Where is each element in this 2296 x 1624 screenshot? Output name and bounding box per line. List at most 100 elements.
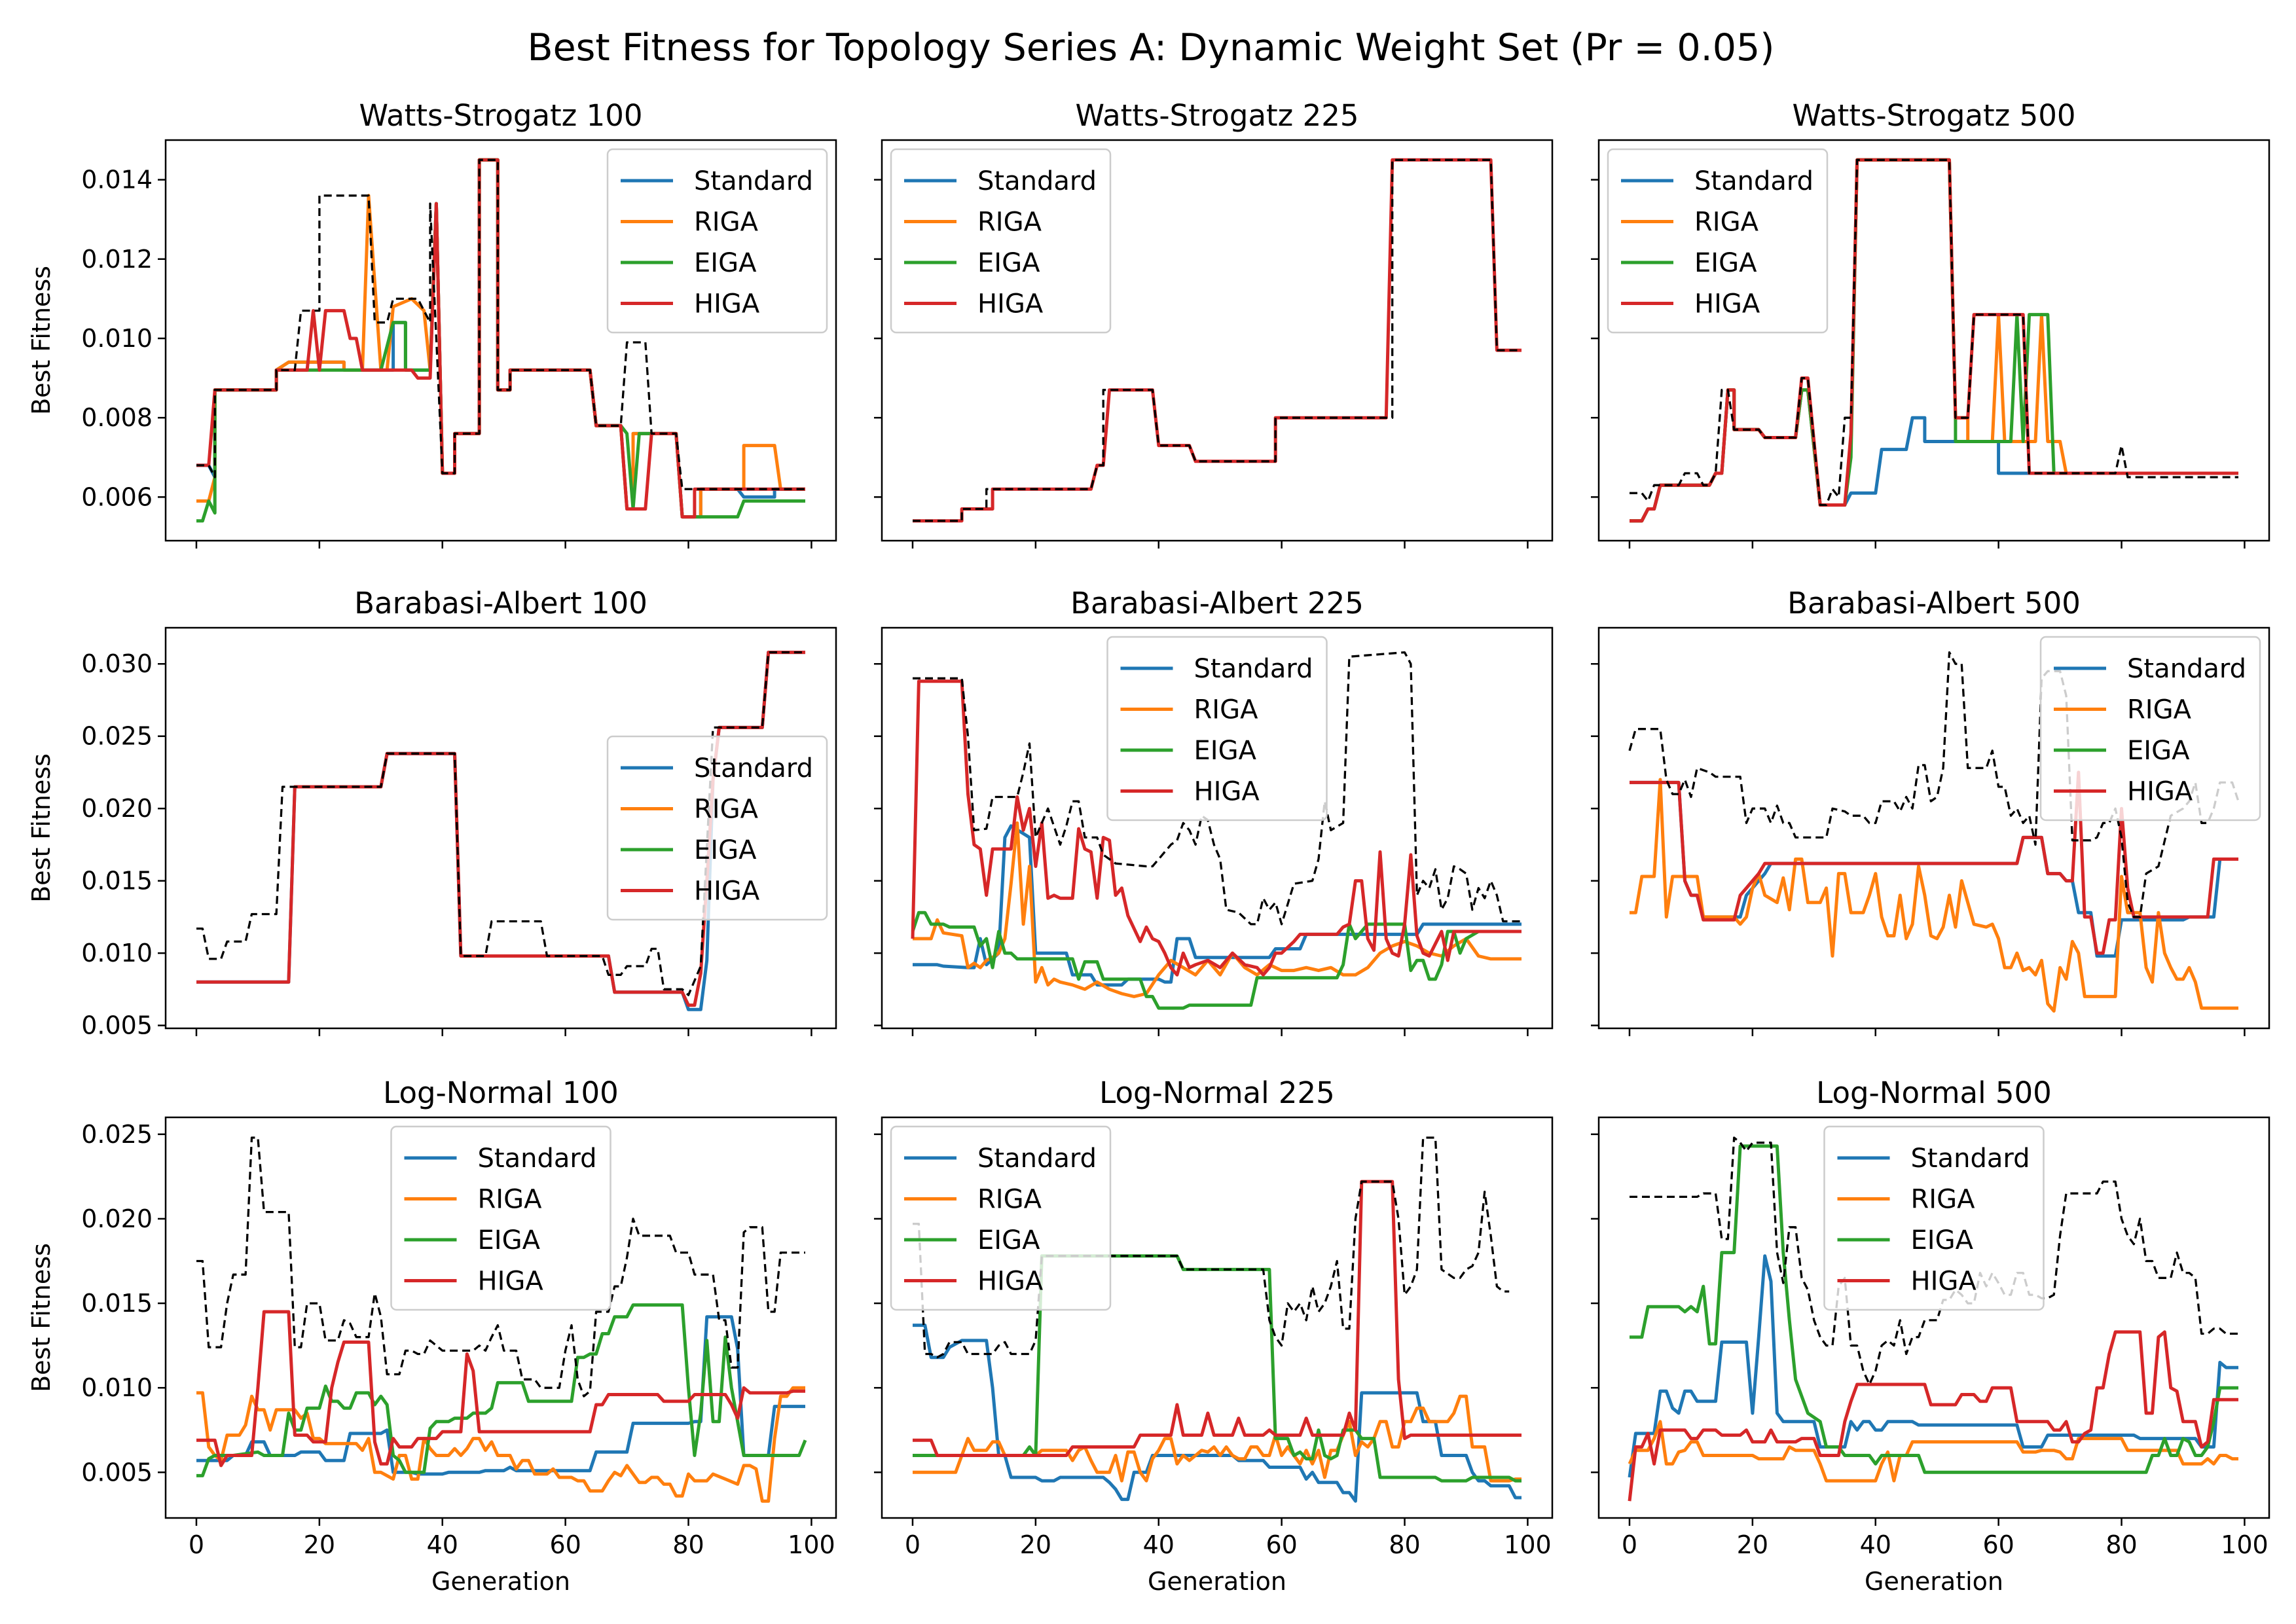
legend: Standard RIGA EIGA HIGA: [606, 148, 828, 334]
x-tick-label: 20: [1020, 1530, 1051, 1559]
legend-entry-riga: RIGA: [1837, 1185, 1976, 1215]
y-axis-label: Best Fitness: [27, 1243, 56, 1392]
subplot-barabasi-albert-100: Barabasi-Albert 100 0.005 0.010 0.015 0.020 0…: [27, 586, 837, 1040]
series-group: [911, 651, 1522, 1010]
legend-label: RIGA: [1694, 208, 1759, 238]
legend-label: Standard: [1194, 654, 1313, 684]
x-tick-label: 20: [304, 1530, 335, 1559]
x-tick-label: 0: [189, 1530, 204, 1559]
legend-entry-riga: RIGA: [621, 795, 759, 825]
x-tick-label: 100: [788, 1530, 835, 1559]
legend-entry-eiga: EIGA: [1621, 248, 1757, 278]
legend-label: RIGA: [1911, 1185, 1976, 1215]
series-line-higa: [1628, 1330, 2238, 1502]
legend-box: [890, 148, 1112, 334]
plot-frame: [164, 626, 837, 1030]
legend-entry-riga: RIGA: [1621, 208, 1759, 238]
subplot-title: Log-Normal 100: [383, 1075, 619, 1110]
legend-label: HIGA: [478, 1267, 544, 1297]
legend: Standard RIGA EIGA HIGA: [1106, 636, 1328, 821]
y-tick-label: 0.030: [81, 649, 153, 678]
legend-label: EIGA: [1911, 1225, 1974, 1255]
series-line-higa: [911, 679, 1522, 977]
y-tick-label: 0.025: [81, 1120, 153, 1149]
subplot-title: Log-Normal 500: [1816, 1075, 2052, 1110]
legend-entry-standard: Standard: [2054, 654, 2246, 684]
series-line-eiga: [196, 1303, 807, 1477]
legend-label: RIGA: [694, 208, 759, 238]
y-tick-label: 0.005: [81, 1011, 153, 1040]
legend: Standard RIGA EIGA HIGA: [390, 1125, 611, 1311]
legend: Standard RIGA EIGA HIGA: [1823, 1125, 2045, 1311]
plot-frame: [164, 139, 837, 542]
series-line-eiga: [911, 911, 1522, 1010]
x-tick-label: 80: [2105, 1530, 2137, 1559]
legend: Standard RIGA EIGA HIGA: [890, 148, 1112, 334]
legend: Standard RIGA EIGA HIGA: [890, 1125, 1112, 1311]
legend-entry-eiga: EIGA: [1120, 736, 1257, 766]
legend-entry-standard: Standard: [904, 166, 1097, 196]
x-tick-label: 40: [427, 1530, 458, 1559]
legend-entry-eiga: EIGA: [621, 248, 757, 278]
series-line-standard: [1630, 388, 2238, 523]
subplot-barabasi-albert-225: Barabasi-Albert 225 Standard RIGA EIGA HIGA: [874, 586, 1554, 1036]
legend-entry-eiga: EIGA: [2054, 736, 2190, 766]
legend-entry-riga: RIGA: [621, 208, 759, 238]
legend-entry-standard: Standard: [621, 753, 813, 784]
legend-label: HIGA: [1194, 777, 1260, 807]
legend-entry-eiga: EIGA: [1837, 1225, 1974, 1255]
subplot-watts-strogatz-100: Watts-Strogatz 100 0.006 0.008 0.010 0.012 0.…: [27, 98, 837, 549]
legend-box: [606, 735, 828, 921]
x-axis-label: Generation: [431, 1567, 570, 1596]
legend-label: Standard: [694, 166, 813, 196]
y-tick-label: 0.010: [81, 324, 153, 353]
y-tick-label: 0.005: [81, 1458, 153, 1487]
x-tick-label: 60: [1266, 1530, 1297, 1559]
legend-entry-riga: RIGA: [904, 1185, 1042, 1215]
plot-frame: [881, 139, 1554, 542]
subplot-title: Barabasi-Albert 500: [1787, 586, 2081, 621]
x-tick-label: 80: [672, 1530, 704, 1559]
y-tick-label: 0.020: [81, 1204, 153, 1233]
x-tick-label: 0: [1622, 1530, 1637, 1559]
reference-line: [196, 158, 805, 490]
y-axis-label: Best Fitness: [27, 753, 56, 903]
legend-entry-standard: Standard: [1837, 1144, 2030, 1174]
y-tick-label: 0.025: [81, 722, 153, 751]
plot-frame: [1597, 139, 2270, 542]
legend-label: HIGA: [694, 876, 760, 907]
x-tick-label: 40: [1860, 1530, 1891, 1559]
series-group: [196, 158, 805, 523]
subplot-grid: Watts-Strogatz 100 0.006 0.008 0.010 0.012 0.…: [27, 98, 2270, 1596]
legend-entry-riga: RIGA: [2054, 695, 2192, 725]
legend-entry-higa: HIGA: [1120, 777, 1260, 807]
legend-entry-standard: Standard: [1120, 654, 1313, 684]
subplot-log-normal-100: Log-Normal 100 0 20 40 60 80 100 0.005 0.010 0.01…: [27, 1075, 837, 1596]
x-tick-label: 100: [2221, 1530, 2269, 1559]
y-axis-label: Best Fitness: [27, 266, 56, 415]
legend-box: [606, 148, 828, 334]
subplot-log-normal-500: Log-Normal 500 0 20 40 60 80 100 Generation Stan…: [1591, 1075, 2270, 1596]
series-line-riga: [196, 1386, 805, 1503]
plot-frame: [164, 1116, 837, 1519]
legend-entry-higa: HIGA: [1837, 1267, 1977, 1297]
series-group: [1628, 1136, 2238, 1502]
reference-line: [1628, 651, 2240, 918]
legend-box: [390, 1125, 611, 1311]
x-tick-label: 60: [1982, 1530, 2014, 1559]
legend-entry-eiga: EIGA: [621, 835, 757, 865]
x-axis-label: Generation: [1148, 1567, 1286, 1596]
y-tick-label: 0.012: [81, 245, 153, 274]
plot-frame: [881, 626, 1554, 1030]
x-tick-label: 60: [549, 1530, 581, 1559]
reference-line: [913, 158, 1522, 522]
subplot-title: Barabasi-Albert 225: [1070, 586, 1364, 621]
subplot-watts-strogatz-225: Watts-Strogatz 225 Standard RIGA EIGA HIGA: [874, 98, 1554, 549]
legend-entry-eiga: EIGA: [904, 248, 1040, 278]
series-line-standard: [913, 1324, 1522, 1503]
legend: Standard RIGA EIGA HIGA: [606, 735, 828, 921]
legend: Standard RIGA EIGA HIGA: [2039, 636, 2261, 821]
subplot-title: Watts-Strogatz 100: [359, 98, 642, 133]
legend-label: EIGA: [694, 835, 757, 865]
reference-line: [196, 1136, 805, 1398]
